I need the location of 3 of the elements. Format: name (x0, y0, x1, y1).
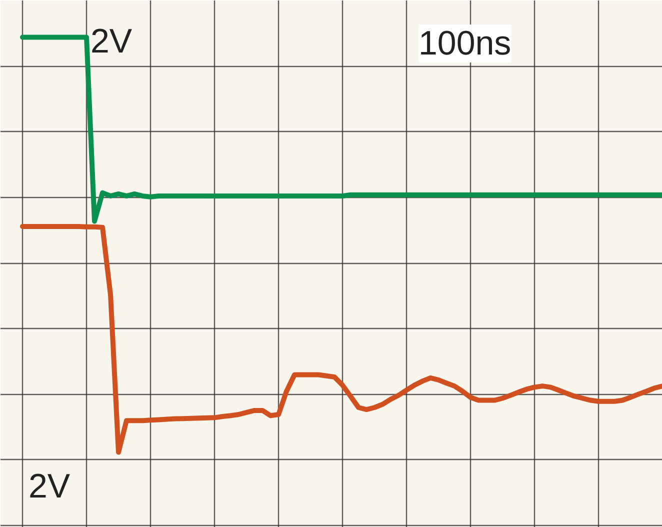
text: 2V (28, 468, 70, 506)
annotation: 100ns (418, 24, 512, 62)
annotation: 2V (90, 22, 132, 60)
